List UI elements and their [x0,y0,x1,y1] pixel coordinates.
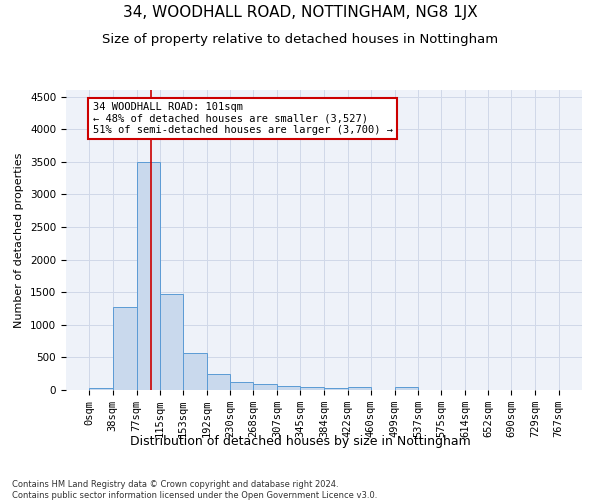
Bar [160,294,183,390]
Bar [89,388,113,390]
Bar [301,388,325,390]
Text: 34, WOODHALL ROAD, NOTTINGHAM, NG8 1JX: 34, WOODHALL ROAD, NOTTINGHAM, NG8 1JX [122,5,478,20]
Text: 34 WOODHALL ROAD: 101sqm
← 48% of detached houses are smaller (3,527)
51% of sem: 34 WOODHALL ROAD: 101sqm ← 48% of detach… [92,102,392,135]
Bar [253,384,277,390]
Bar [230,382,253,390]
Bar [395,388,418,390]
Bar [207,374,230,390]
Bar [113,306,137,390]
Text: Size of property relative to detached houses in Nottingham: Size of property relative to detached ho… [102,32,498,46]
Text: Contains HM Land Registry data © Crown copyright and database right 2024.
Contai: Contains HM Land Registry data © Crown c… [12,480,377,500]
Bar [347,386,371,390]
Y-axis label: Number of detached properties: Number of detached properties [14,152,25,328]
Bar [325,388,347,390]
Bar [183,353,207,390]
Text: Distribution of detached houses by size in Nottingham: Distribution of detached houses by size … [130,435,470,448]
Bar [137,162,160,390]
Bar [277,386,301,390]
